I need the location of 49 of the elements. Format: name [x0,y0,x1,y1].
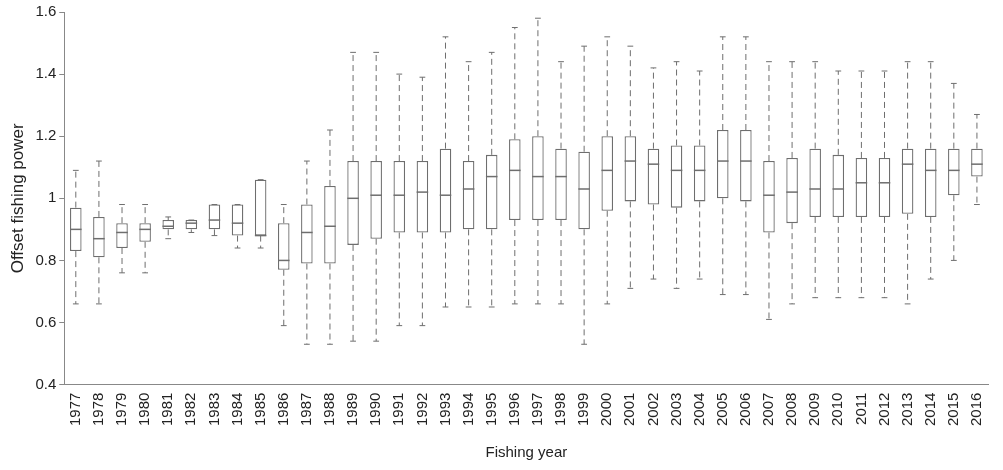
x-tick-label: 1992 [412,392,430,427]
x-tick-label: 1997 [528,392,546,427]
x-tick-label: 1977 [65,392,83,427]
x-tick-label: 2014 [920,392,938,427]
x-tick-label: 2015 [943,392,961,427]
x-tick-label: 2016 [967,392,985,427]
x-tick-label: 1999 [574,392,592,427]
x-tick-label: 1980 [135,392,153,427]
x-tick-label: 2005 [712,392,730,427]
y-tick-label: 0.8 [35,250,57,268]
x-tick-label: 1984 [227,392,245,427]
x-tick-label: 2009 [805,392,823,427]
x-tick-label: 1978 [89,392,107,427]
x-tick-label: 2000 [597,392,615,427]
x-tick-label: 1989 [343,392,361,427]
x-tick-label: 1985 [250,392,268,427]
y-tick-label: 1.2 [35,126,57,144]
y-tick-label: 1.4 [35,64,57,82]
x-tick-label: 2010 [828,392,846,427]
x-tick-label: 2006 [736,392,754,427]
y-axis-title: Offset fishing power [7,123,27,274]
x-tick-label: 1990 [366,392,384,427]
x-tick-label: 1988 [320,392,338,427]
x-tick-label: 1986 [273,392,291,427]
x-tick-label: 1987 [297,392,314,427]
y-tick-label: 1.6 [35,2,57,20]
x-tick-label: 1994 [458,392,476,427]
x-tick-label: 2007 [759,392,777,427]
x-tick-label: 1981 [158,392,176,427]
y-tick-label: 0.4 [35,374,57,392]
x-tick-label: 2002 [643,392,661,427]
x-tick-label: 1991 [389,392,407,427]
x-tick-label: 1983 [204,392,222,427]
y-tick-label: 0.6 [35,312,57,330]
x-tick-label: 1993 [435,392,453,427]
y-tick-label: 1 [47,188,57,206]
x-tick-label: 1979 [112,392,130,427]
x-tick-label: 2001 [620,392,638,427]
x-tick-label: 2011 [851,392,869,425]
x-tick-label: 2012 [874,392,892,427]
x-tick-label: 1996 [504,392,522,427]
x-tick-label: 2013 [897,392,915,427]
x-tick-label: 1995 [481,392,499,427]
x-tick-label: 1982 [181,392,199,427]
x-axis-title: Fishing year [485,443,568,461]
x-tick-label: 2003 [666,392,684,427]
x-tick-label: 2008 [782,392,800,427]
x-tick-label: 1998 [551,392,569,427]
x-tick-label: 2004 [689,392,707,427]
